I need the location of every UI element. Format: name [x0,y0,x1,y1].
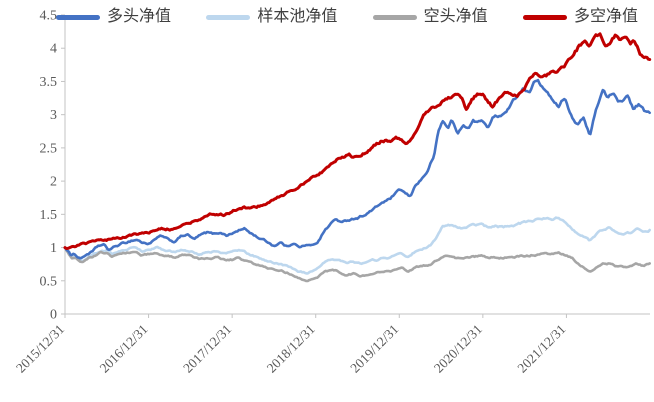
x-tick-label: 2019/12/31 [347,322,401,376]
x-tick-label: 2015/12/31 [13,322,67,376]
y-tick-label: 4.5 [40,9,58,24]
y-tick-label: 4 [50,42,57,57]
y-tick-label: 0.5 [40,274,58,289]
y-tick-label: 2.5 [40,141,58,156]
series-line-0 [63,78,651,260]
x-tick-label: 2017/12/31 [180,322,234,376]
y-tick-label: 3.5 [40,75,58,90]
series-line-3 [63,32,652,250]
series-line-1 [63,216,651,275]
x-tick-label: 2021/12/31 [514,322,568,376]
x-tick-label: 2016/12/31 [97,322,151,376]
series-line-2 [63,246,651,283]
y-tick-label: 0 [50,308,57,323]
y-tick-label: 3 [50,108,57,123]
x-tick-label: 2018/12/31 [264,322,318,376]
y-tick-label: 2 [50,175,57,190]
y-tick-label: 1.5 [40,208,58,223]
y-tick-label: 1 [50,241,57,256]
x-tick-label: 2020/12/31 [431,322,485,376]
